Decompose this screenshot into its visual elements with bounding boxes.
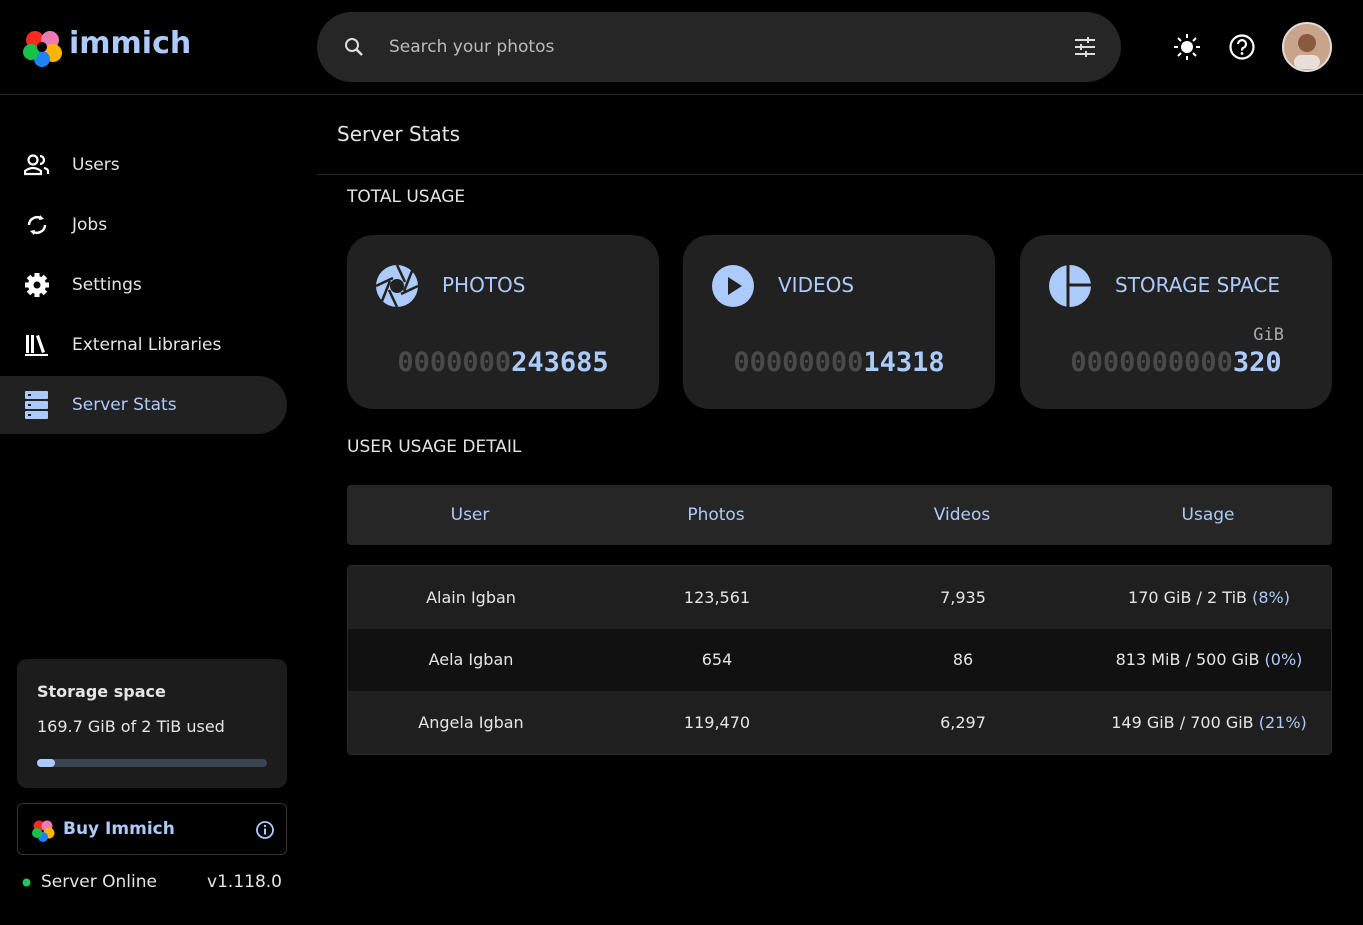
page-title: Server Stats (337, 122, 460, 146)
cell: 7,935 (940, 588, 986, 607)
nav-item[interactable]: Settings (0, 256, 287, 314)
card-unit: GiB (1253, 325, 1284, 345)
nav-item[interactable]: Users (0, 136, 287, 194)
status-dot (22, 878, 31, 887)
usage: 170 GiB / 2 TiB (1128, 588, 1247, 607)
table-row: Angela Igban 119,470 6,297 149 GiB / 700… (348, 691, 1331, 754)
card-label: STORAGE SPACE (1115, 273, 1280, 297)
card-padding: 00000000 (733, 347, 864, 378)
logo-text[interactable]: immich (69, 26, 192, 61)
cell: 6,297 (940, 713, 986, 732)
nav-label: External Libraries (72, 335, 222, 355)
photos-icon (375, 264, 419, 308)
section-title: TOTAL USAGE (347, 187, 466, 207)
storage-bar (37, 759, 267, 767)
title-divider (317, 174, 1363, 175)
card-value: 320 (1232, 347, 1282, 378)
search-bar[interactable]: Search your photos (317, 12, 1121, 82)
cell: 170 GiB / 2 TiB (8%) (1086, 588, 1331, 607)
info-icon[interactable] (255, 820, 275, 840)
usage-percent: (21%) (1258, 713, 1307, 732)
jobs-icon (27, 215, 47, 235)
cell: Angela Igban (418, 713, 524, 732)
card-padding: 0000000 (397, 347, 512, 378)
nav-label: Users (72, 155, 120, 175)
buy-button[interactable]: Buy Immich (17, 803, 287, 855)
stat-card: VIDEOS 0000000014318 (683, 235, 995, 409)
stat-card: STORAGE SPACE GiB 0000000000320 (1020, 235, 1332, 409)
usage-percent: (0%) (1264, 650, 1303, 669)
nav-label: Settings (72, 275, 142, 295)
storage-panel: Storage space 169.7 GiB of 2 TiB used (17, 659, 287, 788)
filter-icon[interactable] (1074, 36, 1096, 58)
section-title: USER USAGE DETAIL (347, 437, 522, 457)
usage: 813 MiB / 500 GiB (1115, 650, 1260, 669)
help-icon[interactable] (1228, 33, 1256, 61)
avatar[interactable] (1282, 22, 1332, 72)
storage-title: Storage space (37, 682, 166, 701)
theme-toggle[interactable] (1173, 33, 1201, 61)
cell: 149 GiB / 700 GiB (21%) (1086, 713, 1331, 732)
cell: 123,561 (683, 588, 751, 607)
nav-item-active[interactable]: Server Stats (0, 376, 287, 434)
cell: 119,470 (683, 713, 751, 732)
column-header: Videos (933, 505, 991, 525)
table-row: Aela Igban 654 86 813 MiB / 500 GiB (0%) (348, 629, 1331, 691)
column-header: Usage (1181, 505, 1235, 525)
logo-icon (23, 31, 62, 67)
table-body: Alain Igban 123,561 7,935 170 GiB / 2 Ti… (347, 565, 1332, 755)
buy-label: Buy Immich (63, 819, 175, 839)
libraries-icon (25, 335, 48, 356)
table-row: Alain Igban 123,561 7,935 170 GiB / 2 Ti… (348, 566, 1331, 629)
nav-label: Server Stats (72, 395, 177, 415)
cell: 86 (952, 650, 974, 669)
nav-item[interactable]: Jobs (0, 196, 287, 254)
usage-percent: (8%) (1252, 588, 1290, 607)
column-header: Photos (687, 505, 745, 525)
usage: 149 GiB / 700 GiB (1111, 713, 1254, 732)
cell: Alain Igban (426, 588, 516, 607)
card-value: 243685 (511, 347, 609, 378)
server-icon (25, 391, 48, 419)
version: v1.118.0 (207, 872, 282, 892)
table-header: User Photos Videos Usage (347, 485, 1332, 545)
storage-bar-fill (37, 759, 55, 767)
buy-logo (32, 820, 55, 842)
videos-icon (712, 265, 754, 307)
users-icon (24, 154, 50, 176)
settings-icon (25, 273, 49, 297)
card-padding: 0000000000 (1070, 347, 1233, 378)
card-label: VIDEOS (778, 273, 855, 297)
stat-card: PHOTOS 0000000243685 (347, 235, 659, 409)
cell: Aela Igban (428, 650, 514, 669)
nav-item[interactable]: External Libraries (0, 316, 287, 374)
nav-label: Jobs (72, 215, 108, 235)
storage-detail: 169.7 GiB of 2 TiB used (37, 717, 225, 736)
card-value: 14318 (863, 347, 945, 378)
cell: 813 MiB / 500 GiB (0%) (1086, 650, 1331, 669)
search-placeholder: Search your photos (389, 37, 555, 57)
cell: 654 (701, 650, 733, 669)
storage-icon (1049, 264, 1092, 308)
column-header: User (450, 505, 490, 525)
server-status: Server Online (41, 872, 157, 892)
search-icon (345, 38, 363, 56)
header-divider (0, 94, 1363, 95)
card-label: PHOTOS (442, 273, 526, 297)
